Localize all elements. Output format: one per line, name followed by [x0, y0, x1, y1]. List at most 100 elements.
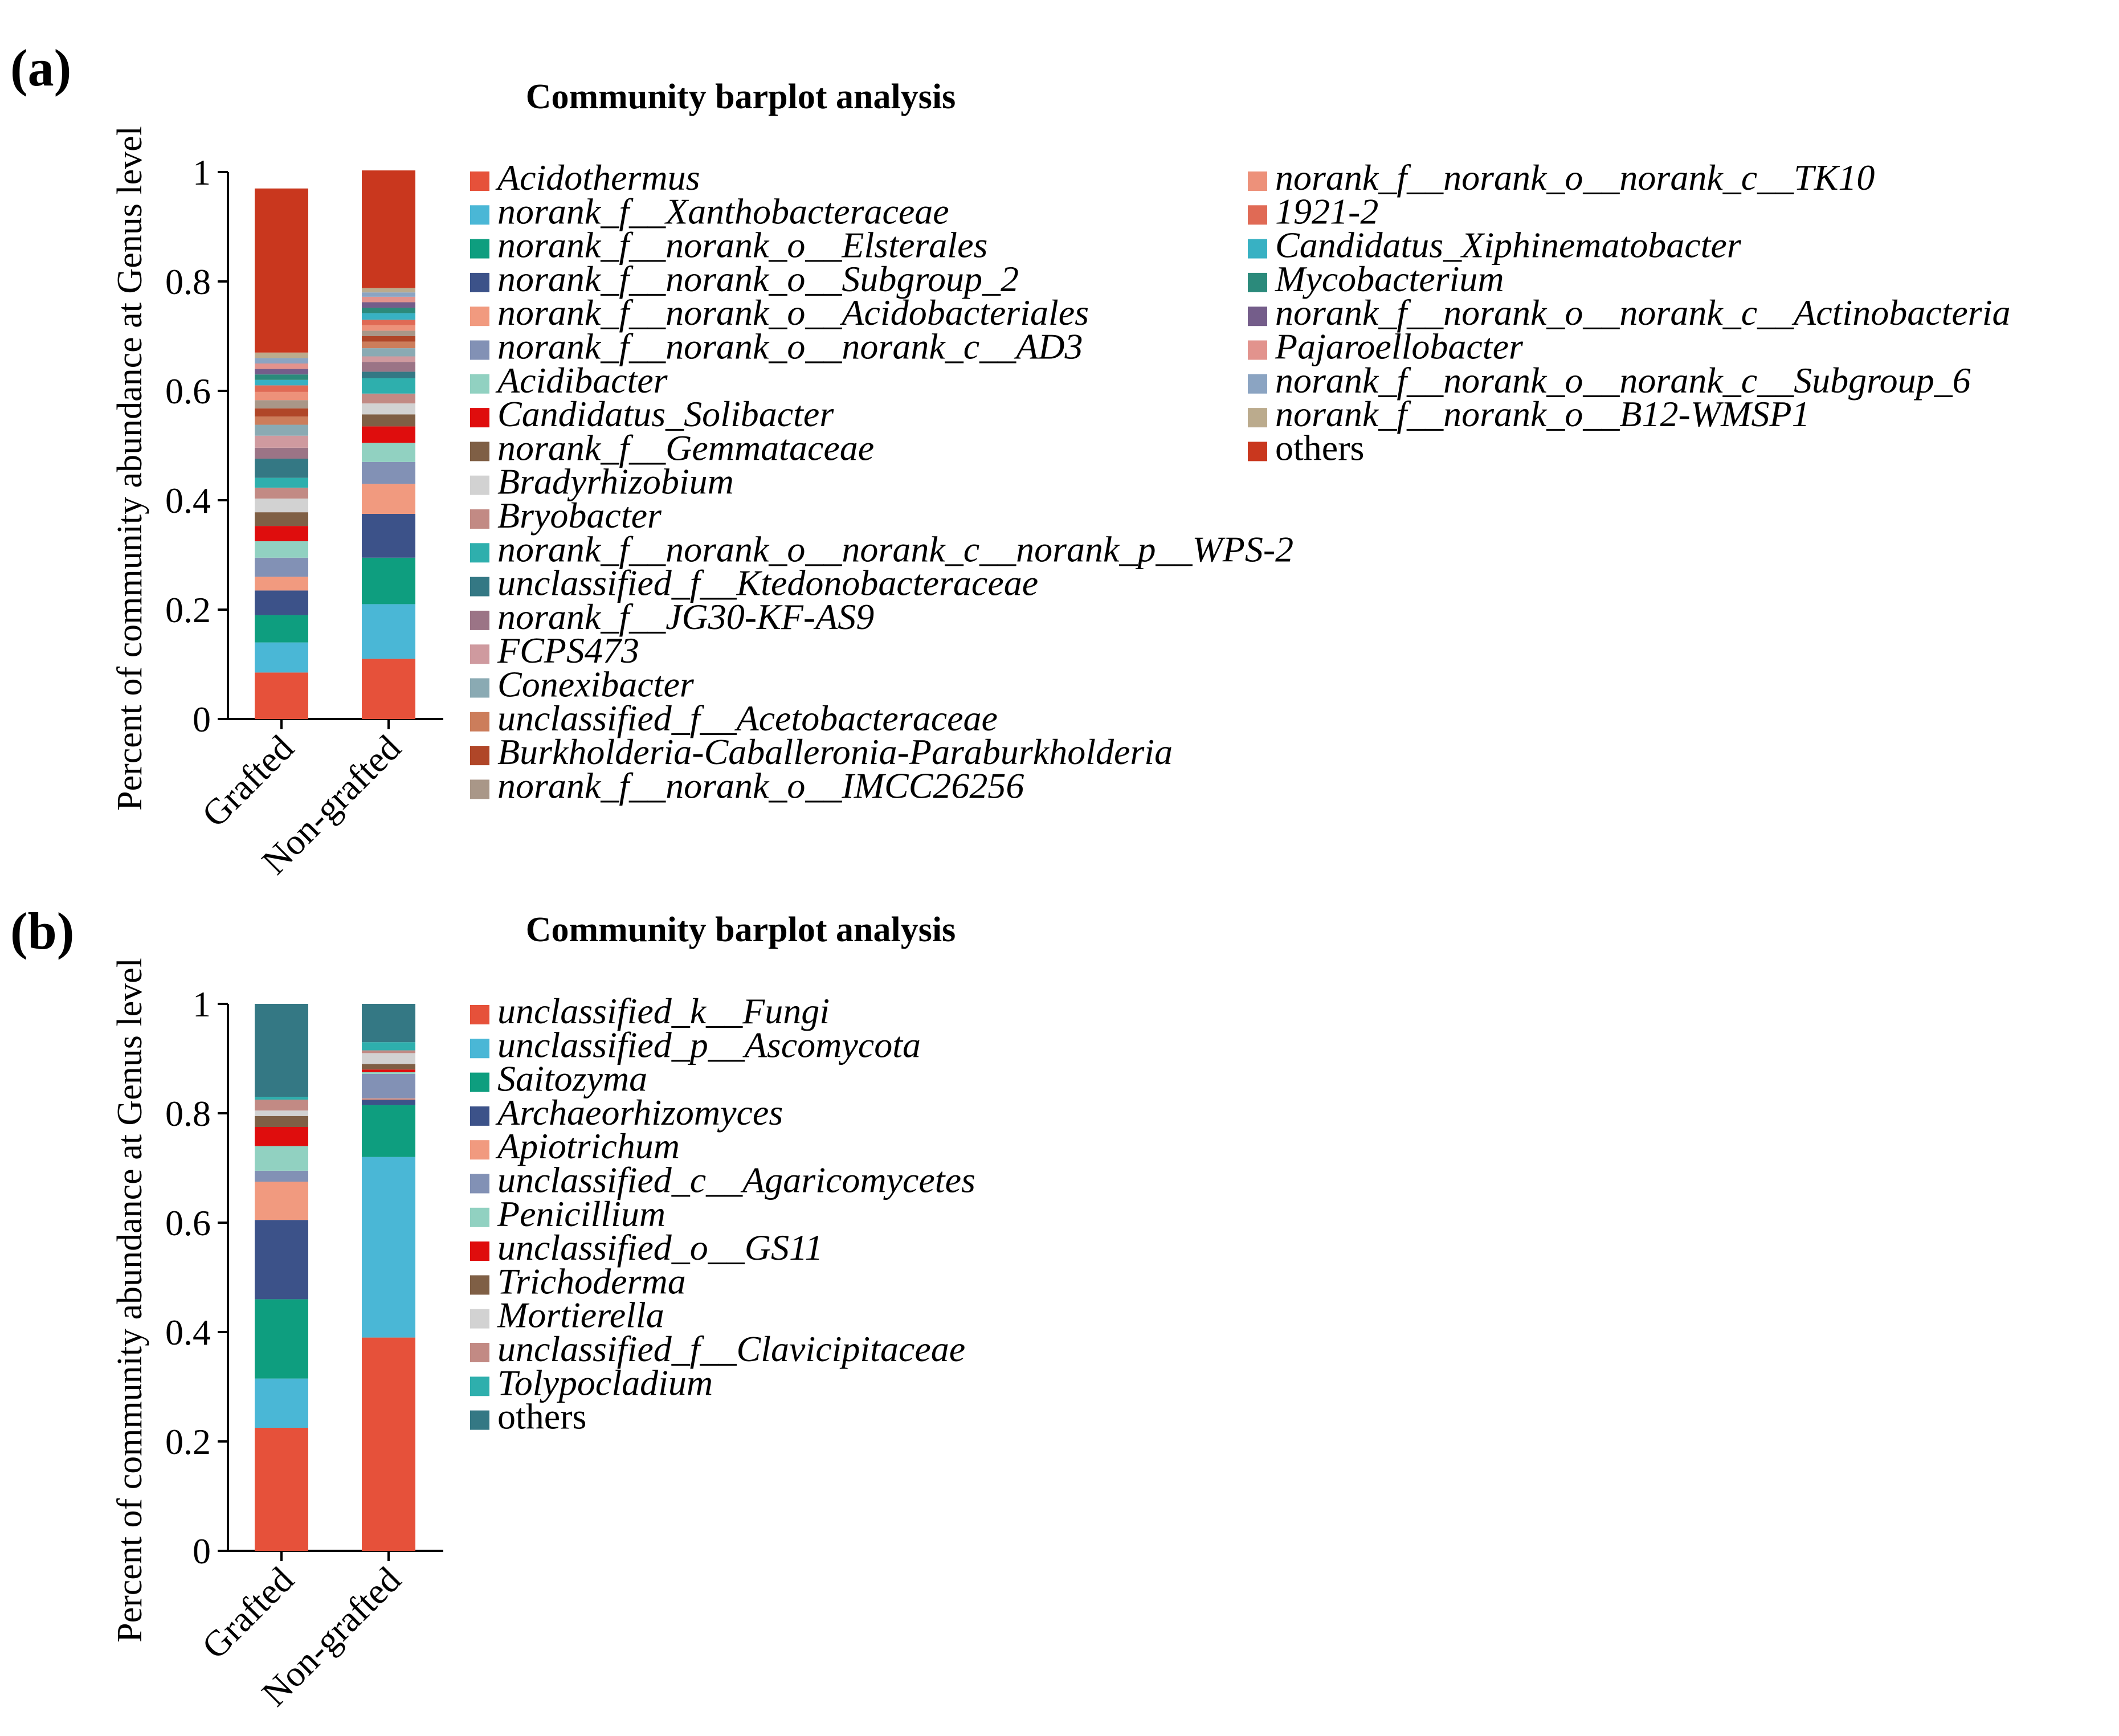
legend-label: Apiotrichum [495, 1126, 680, 1166]
legend-swatch [470, 1106, 489, 1126]
legend-label: norank_f__norank_o__norank_c__AD3 [497, 326, 1083, 367]
bar-segment [362, 170, 415, 288]
bar-segment [362, 1053, 415, 1064]
y-tick-label: 0.4 [165, 480, 211, 521]
legend-label: norank_f__norank_o__Subgroup_2 [497, 259, 1019, 299]
bar-segment [362, 371, 415, 378]
legend-label: unclassified_p__Ascomycota [497, 1024, 921, 1065]
legend-label: norank_f__norank_o__norank_c__Subgroup_6 [1275, 360, 1971, 401]
legend-swatch [470, 1309, 489, 1329]
legend-label: Penicillium [497, 1194, 665, 1234]
bar-segment [255, 416, 308, 425]
legend-swatch [1248, 205, 1267, 225]
legend-label: Archaeorhizomyces [495, 1092, 783, 1133]
bar-segment [255, 615, 308, 643]
bar-segment [255, 477, 308, 488]
legend-label: Pajaroellobacter [1275, 326, 1524, 367]
bar-segment [255, 1299, 308, 1379]
legend-swatch [470, 678, 489, 698]
chart-title: Community barplot analysis [526, 77, 956, 116]
legend-swatch [1248, 340, 1267, 360]
bar-segment [255, 1110, 308, 1116]
legend-swatch [470, 509, 489, 529]
legend-label: Candidatus_Xiphinematobacter [1275, 225, 1742, 265]
bar-segment [362, 296, 415, 303]
bar-segment [362, 1157, 415, 1338]
legend-swatch [470, 1241, 489, 1261]
legend-label: others [497, 1396, 586, 1437]
legend-label: Trichoderma [497, 1261, 686, 1301]
category-label: Grafted [194, 1559, 301, 1666]
legend-swatch [470, 1072, 489, 1092]
legend-label: others [1275, 427, 1364, 468]
bar-segment [362, 1042, 415, 1051]
legend-swatch [1248, 374, 1267, 394]
legend-swatch [470, 272, 489, 292]
legend-label: unclassified_o__GS11 [497, 1227, 823, 1268]
bar-segment [255, 352, 308, 358]
bar-segment [255, 379, 308, 386]
legend-swatch [470, 1039, 489, 1059]
legend-swatch [470, 1005, 489, 1024]
bar-segment [362, 1098, 415, 1100]
bar-segment [255, 1100, 308, 1111]
panel-label: (a) [10, 39, 71, 97]
legend-swatch [470, 442, 489, 461]
legend-swatch [470, 340, 489, 360]
bar-segment [362, 292, 415, 297]
legend-label: Conexibacter [497, 664, 695, 705]
legend-swatch [470, 1410, 489, 1430]
legend-swatch [470, 577, 489, 597]
bar-segment [255, 672, 308, 719]
bar-segment [255, 447, 308, 459]
bar-segment [255, 1116, 308, 1127]
bar-segment [362, 302, 415, 308]
bar-segment [362, 414, 415, 427]
bar-segment [255, 391, 308, 401]
bar-segment [255, 487, 308, 499]
legend-swatch [1248, 442, 1267, 461]
bar-segment [362, 356, 415, 362]
bar-segment [255, 1378, 308, 1428]
bar-segment [255, 363, 308, 369]
legend-swatch [470, 779, 489, 799]
bar-segment [362, 659, 415, 719]
legend-label: norank_f__norank_o__norank_c__Actinobact… [1275, 292, 2010, 333]
legend-label: norank_f__JG30-KF-AS9 [497, 597, 874, 637]
legend-label: norank_f__Xanthobacteraceae [497, 191, 949, 231]
legend-label: unclassified_f__Ktedonobacteraceae [497, 563, 1038, 603]
chart-title: Community barplot analysis [526, 910, 956, 949]
legend-swatch [470, 475, 489, 495]
bar-segment [362, 393, 415, 404]
legend-label: Tolypocladium [497, 1362, 713, 1403]
bar-segment [362, 604, 415, 659]
bar-segment [362, 461, 415, 484]
bar-segment [362, 362, 415, 372]
legend-swatch [1248, 272, 1267, 292]
y-axis-label: Percent of community abundance at Genus … [111, 958, 149, 1643]
legend-label: norank_f__norank_o__Acidobacteriales [497, 292, 1089, 333]
legend-swatch [470, 543, 489, 563]
legend-swatch [470, 307, 489, 326]
y-axis-label: Percent of community abundance at Genus … [111, 126, 149, 811]
y-tick-label: 0.2 [165, 590, 211, 630]
bar-segment [255, 1004, 308, 1097]
bar-segment [255, 400, 308, 409]
bar-segment [255, 590, 308, 615]
panel-b: (b) Community barplot analysis Percent of … [10, 902, 975, 1714]
bar-segment [362, 330, 415, 336]
bar-segment [255, 374, 308, 380]
bar-segment [362, 308, 415, 313]
bar-segment [362, 443, 415, 462]
bar-segment [362, 336, 415, 342]
legend-label: Bryobacter [497, 495, 662, 536]
legend-swatch [1248, 171, 1267, 191]
bar-segment [255, 385, 308, 392]
bar-segment [255, 541, 308, 558]
y-tick-label: 0.4 [165, 1312, 211, 1353]
y-tick-label: 1 [193, 152, 211, 193]
bar-segment [362, 378, 415, 394]
bar-segment [255, 1097, 308, 1100]
bar-segment [255, 1182, 308, 1220]
